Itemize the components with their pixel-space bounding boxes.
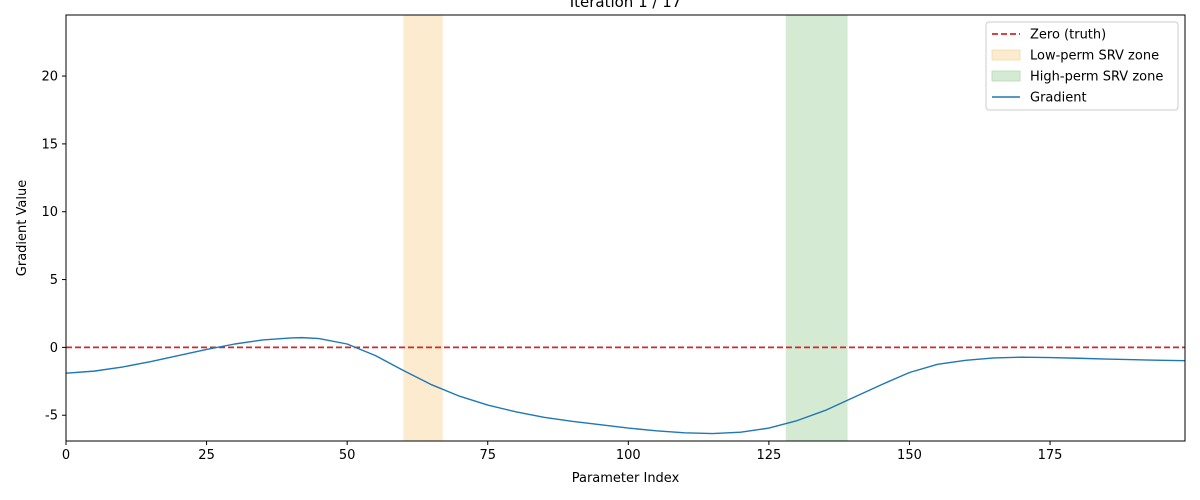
legend-label: Gradient bbox=[1030, 91, 1087, 106]
x-tick-label: 100 bbox=[616, 448, 641, 463]
y-tick-label: -5 bbox=[45, 409, 58, 424]
chart-title: Iteration 1 / 17 bbox=[570, 0, 682, 11]
srv-zone-band-1 bbox=[785, 15, 848, 441]
legend-box bbox=[985, 21, 1179, 111]
x-axis-ticks: 0 25 50 75 100 125 150 175 bbox=[62, 441, 1063, 463]
x-axis-label: Parameter Index bbox=[572, 471, 680, 486]
series-layer bbox=[65, 336, 1186, 435]
legend-label: Zero (truth) bbox=[1030, 28, 1106, 43]
x-tick-label: 175 bbox=[1038, 448, 1063, 463]
srv-zone-band-0 bbox=[403, 15, 443, 441]
x-tick-label: 125 bbox=[756, 448, 781, 463]
gradient-series-line bbox=[65, 336, 1186, 435]
plot-frame bbox=[65, 14, 1186, 442]
y-tick-label: 15 bbox=[41, 137, 58, 152]
legend: Zero (truth) Low-perm SRV zone High-perm S… bbox=[985, 21, 1179, 111]
x-tick-label: 50 bbox=[339, 448, 356, 463]
y-tick-label: 10 bbox=[41, 205, 58, 220]
legend-swatch-zone-1 bbox=[991, 49, 1021, 61]
x-tick-label: 150 bbox=[897, 448, 922, 463]
y-tick-label: 20 bbox=[41, 70, 58, 85]
x-tick-label: 25 bbox=[198, 448, 215, 463]
legend-label: Low-perm SRV zone bbox=[1030, 49, 1159, 64]
y-tick-label: 5 bbox=[50, 273, 58, 288]
x-tick-label: 75 bbox=[479, 448, 496, 463]
y-axis-ticks: -5 0 5 10 15 20 bbox=[41, 70, 66, 424]
y-tick-label: 0 bbox=[50, 341, 58, 356]
legend-swatch-zone-2 bbox=[991, 70, 1021, 82]
srv-zone-bands bbox=[403, 15, 848, 441]
x-tick-label: 0 bbox=[62, 448, 70, 463]
legend-label: High-perm SRV zone bbox=[1030, 70, 1163, 85]
y-axis-label: Gradient Value bbox=[15, 180, 30, 276]
